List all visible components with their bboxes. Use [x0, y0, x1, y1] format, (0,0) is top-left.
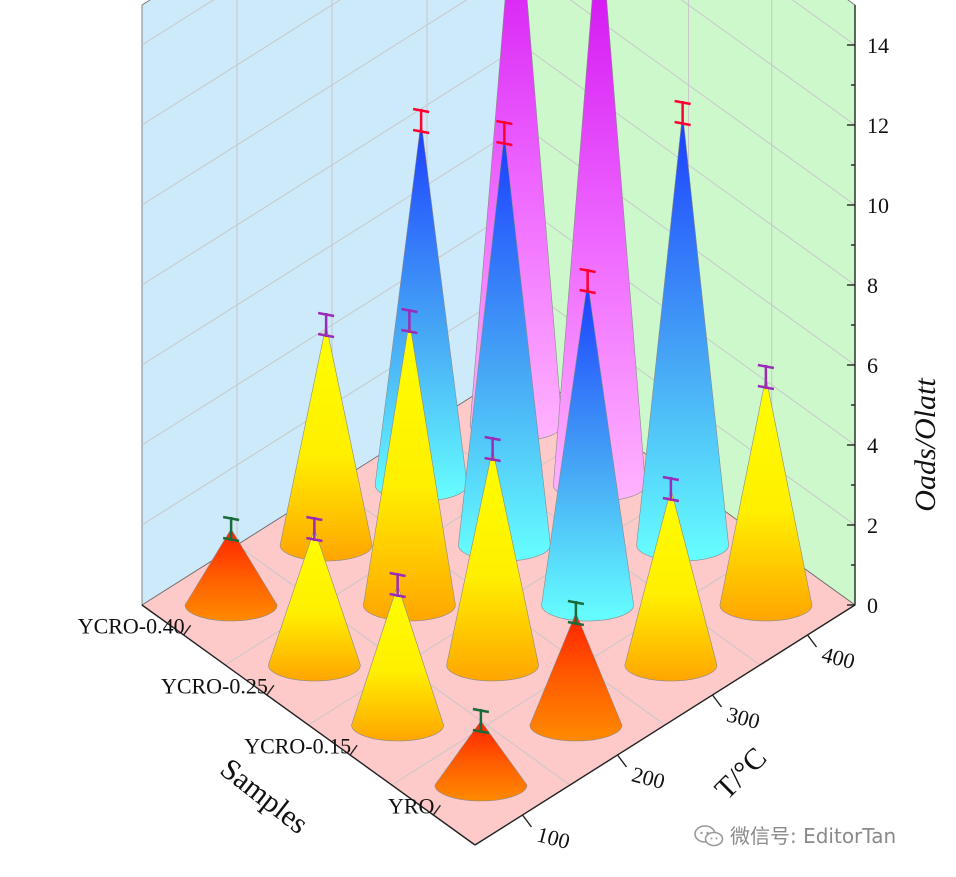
error-cap-top	[412, 107, 430, 114]
cone-body	[268, 528, 361, 682]
error-cap-bottom	[317, 332, 335, 339]
value-tick-label: 0	[867, 593, 878, 618]
watermark-text: 微信号: EditorTan	[730, 824, 897, 848]
cone-YRO-100	[434, 707, 528, 802]
error-cap-top	[484, 435, 501, 442]
grid-line-left-wall	[141, 0, 215, 46]
sample-tick-label: YCRO-0.40	[78, 613, 185, 638]
error-cap-top	[567, 599, 585, 606]
temperature-axis-title: T/°C	[708, 741, 773, 806]
value-tick-label: 10	[867, 193, 889, 218]
cone-YRO-200	[529, 599, 623, 742]
value-tick-label: 6	[867, 353, 878, 378]
cone-body	[719, 376, 813, 622]
error-cap-bottom	[412, 128, 430, 135]
sample-tick-label: YCRO-0.25	[161, 673, 268, 698]
error-cap-top	[317, 311, 335, 318]
error-cap-top	[662, 475, 680, 482]
value-axis-title: Oads/Olatt	[909, 378, 942, 512]
cone-YCRO-0.25-100	[268, 515, 361, 682]
error-cap-bottom	[306, 536, 323, 543]
error-cap-top	[674, 99, 691, 106]
cone-YCRO-0.25-200	[363, 307, 456, 622]
cone-YRO-300	[624, 475, 718, 682]
error-cap-bottom	[401, 328, 418, 335]
error-cap-top	[222, 515, 240, 522]
cone-YCRO-0.15-300	[541, 267, 634, 622]
error-cap-top	[757, 363, 775, 370]
value-tick-label: 14	[867, 33, 889, 58]
cone-body	[446, 448, 539, 682]
samples-axis-title: Samples	[214, 752, 314, 841]
value-tick-label: 4	[867, 433, 878, 458]
value-tick-label: 2	[867, 513, 878, 538]
sample-tick-label: YRO	[388, 793, 434, 818]
chart-cones	[184, 0, 813, 802]
cone-body	[184, 528, 278, 622]
cone-YCRO-0.40-100	[184, 515, 278, 622]
temperature-axis-tick	[711, 694, 723, 708]
value-tick-label: 12	[867, 113, 889, 138]
error-cap-top	[389, 571, 406, 578]
grid-line-right-wall	[791, 0, 856, 46]
error-cap-top	[306, 515, 323, 522]
samples-axis-tick	[349, 744, 358, 756]
temperature-tick-label: 100	[534, 821, 572, 854]
value-tick-label: 8	[867, 273, 878, 298]
error-cap-bottom	[674, 120, 691, 127]
samples-axis-tick	[266, 684, 275, 696]
wechat-icon	[694, 825, 724, 847]
samples-axis-tick	[183, 624, 192, 636]
error-cap-top	[496, 119, 513, 126]
error-cap-bottom	[579, 288, 596, 295]
error-cap-bottom	[567, 620, 585, 627]
temperature-tick-label: 400	[819, 641, 857, 674]
error-cap-top	[472, 707, 490, 714]
error-cap-top	[401, 307, 418, 314]
cone-body	[529, 612, 623, 742]
cone-YCRO-0.15-200	[446, 435, 539, 682]
temperature-axis-tick	[806, 634, 818, 648]
temperature-axis-line	[474, 604, 856, 846]
temperature-axis-tick	[616, 754, 628, 768]
samples-axis-line	[141, 604, 476, 846]
samples-axis-tick	[432, 804, 441, 816]
error-cap-bottom	[757, 384, 775, 391]
sample-tick-label: YCRO-0.15	[244, 733, 351, 758]
cone-YRO-400	[719, 363, 813, 622]
error-cap-bottom	[496, 140, 513, 147]
chart-axes	[141, 5, 856, 846]
cone-body	[624, 487, 718, 682]
temperature-axis-tick	[521, 814, 533, 828]
error-cap-bottom	[389, 592, 406, 599]
cone-body	[279, 324, 373, 562]
cone-body	[363, 320, 456, 622]
temperature-tick-label: 300	[724, 701, 762, 734]
cone-body	[541, 280, 634, 622]
cone-body	[434, 720, 528, 802]
error-cap-bottom	[484, 456, 501, 463]
cone-body	[351, 584, 444, 742]
error-cap-bottom	[222, 536, 240, 543]
temperature-tick-label: 200	[629, 761, 667, 794]
error-cap-top	[579, 267, 596, 274]
watermark: 微信号: EditorTan	[694, 820, 896, 849]
cone-YCRO-0.40-200	[279, 311, 373, 562]
error-cap-bottom	[472, 728, 490, 735]
error-cap-bottom	[662, 496, 680, 503]
cone-YCRO-0.15-100	[351, 571, 444, 742]
